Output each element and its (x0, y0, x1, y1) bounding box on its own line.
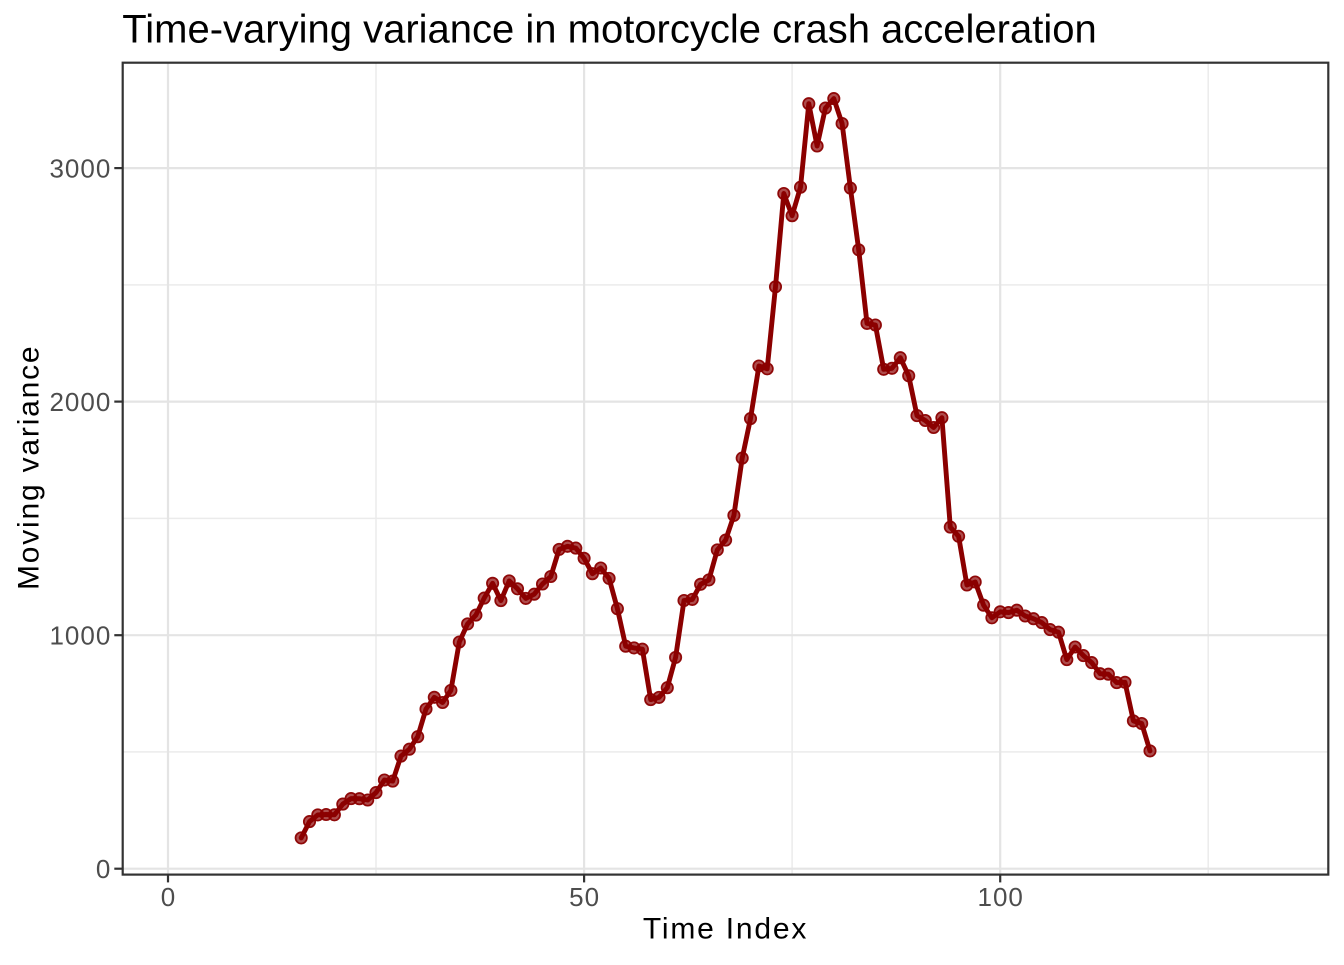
svg-text:3000: 3000 (49, 153, 111, 183)
svg-text:2000: 2000 (49, 387, 111, 417)
svg-text:Time-varying variance in motor: Time-varying variance in motorcycle cras… (122, 8, 1096, 52)
svg-text:0: 0 (161, 882, 176, 912)
svg-text:Time Index: Time Index (643, 913, 808, 946)
svg-text:Moving variance: Moving variance (12, 345, 45, 590)
svg-text:0: 0 (96, 854, 111, 884)
svg-text:50: 50 (569, 882, 600, 912)
svg-text:1000: 1000 (49, 620, 111, 650)
svg-text:100: 100 (978, 882, 1024, 912)
